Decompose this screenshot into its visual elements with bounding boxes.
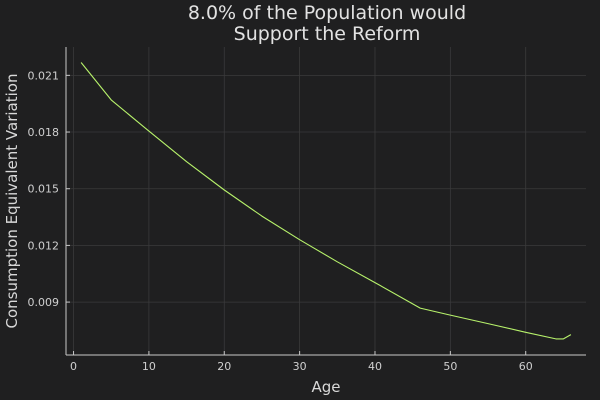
series-line-0 bbox=[80, 62, 572, 340]
x-tick-label: 20 bbox=[217, 360, 231, 373]
axes bbox=[65, 47, 586, 356]
title: 8.0% of the Population would Support the… bbox=[188, 2, 466, 45]
x-tick-label: 50 bbox=[443, 360, 457, 373]
ticks: 0 10 20 30 40 50 60 0.009 0.012 0.015 0.018 0.021 bbox=[28, 69, 533, 373]
x-axis-label: Age bbox=[311, 378, 340, 396]
x-tick-label: 0 bbox=[70, 360, 77, 373]
series-layer bbox=[80, 62, 572, 340]
y-axis-label: Consumption Equivalent Variation bbox=[3, 74, 21, 329]
y-tick-label: 0.021 bbox=[28, 69, 60, 82]
x-tick-label: 10 bbox=[142, 360, 156, 373]
chart-title-line-1: 8.0% of the Population would bbox=[188, 2, 466, 24]
y-tick-label: 0.012 bbox=[28, 239, 60, 252]
y-tick-label: 0.018 bbox=[28, 126, 60, 139]
x-tick-label: 30 bbox=[293, 360, 307, 373]
chart-title-line-2: Support the Reform bbox=[234, 23, 421, 45]
x-tick-label: 60 bbox=[519, 360, 533, 373]
y-tick-label: 0.015 bbox=[28, 183, 60, 196]
grid bbox=[66, 47, 586, 355]
x-tick-label: 40 bbox=[368, 360, 382, 373]
y-tick-label: 0.009 bbox=[28, 296, 60, 309]
